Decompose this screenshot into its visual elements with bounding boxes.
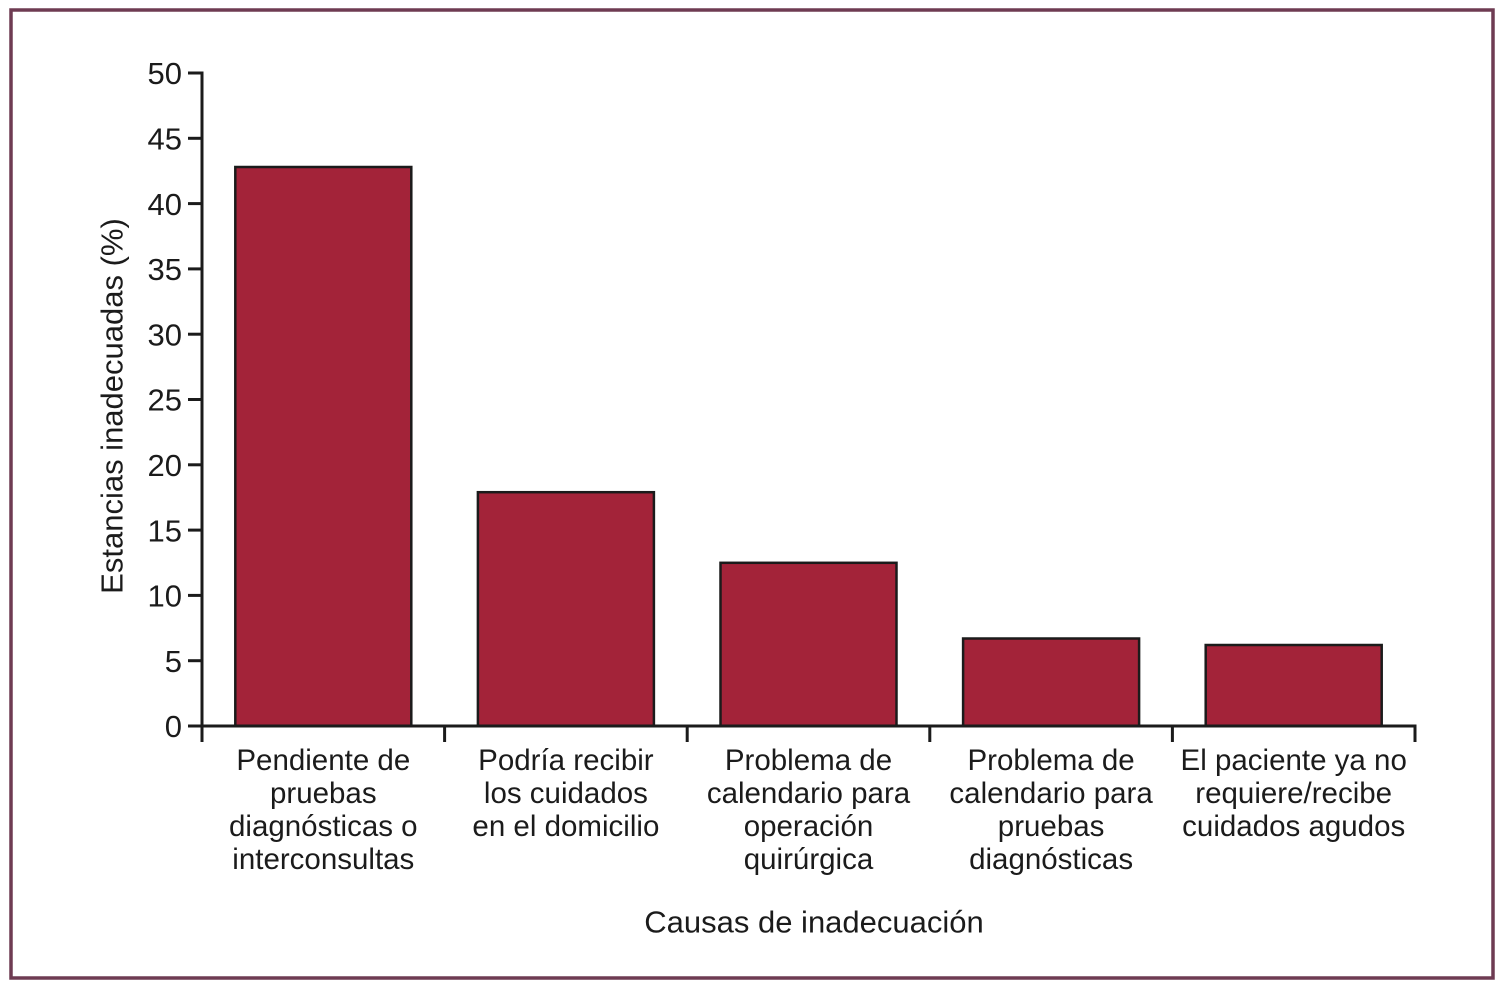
y-axis-title: Estancias inadecuadas (%) [94,218,130,594]
y-tick-label: 30 [148,317,182,352]
category-label-4: Problema de calendario para pruebas diagnós… [949,744,1153,876]
bar-2 [476,490,656,728]
y-tick-label: 25 [148,383,182,418]
category-label-2: Podría recibir los cuidados en el domicili… [472,744,659,843]
y-tick-label: 50 [148,56,182,91]
y-tick-label: 10 [148,579,182,614]
category-label-3: Problema de calendario para operación quirú… [707,744,911,876]
x-axis-title: Causas de inadecuación [644,904,984,940]
bar-5 [1204,643,1383,728]
category-label-5: El paciente ya no requiere/recibe cuidados… [1181,744,1407,843]
category-label-1: Pendiente de pruebas diagnósticas o interco… [229,744,418,876]
y-tick-label: 45 [148,121,182,156]
frame-border [9,8,1495,980]
y-tick-label: 35 [148,252,182,287]
y-tick-label: 20 [148,448,182,483]
y-tick-label: 5 [165,644,182,679]
y-tick-label: 40 [148,187,182,222]
y-tick-label: 15 [148,513,182,548]
bar-1 [234,165,413,728]
bar-4 [961,637,1141,728]
bar-3 [719,561,898,728]
y-tick-label: 0 [165,709,182,744]
